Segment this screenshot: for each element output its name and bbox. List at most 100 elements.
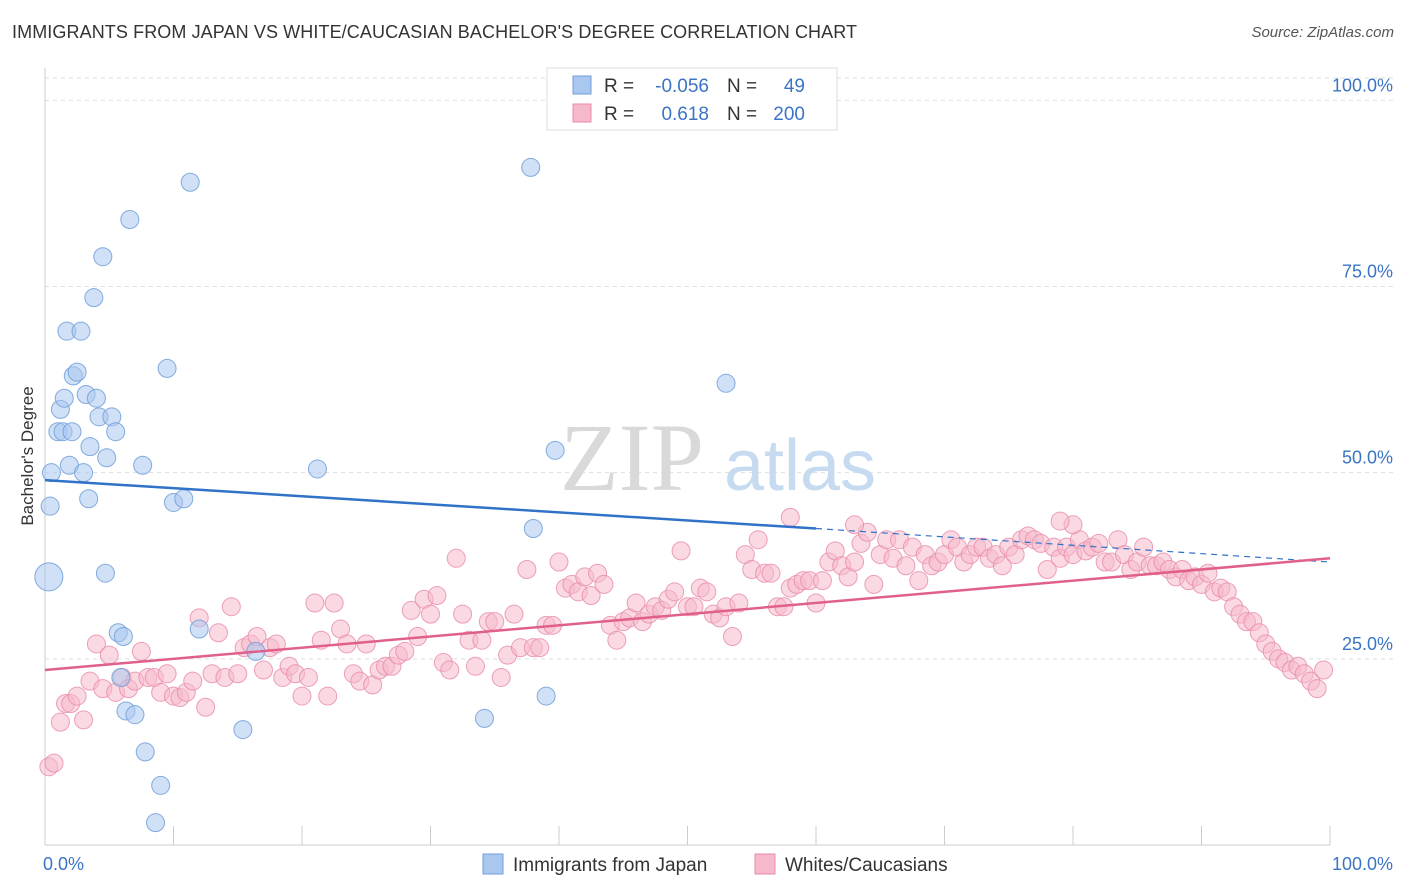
- point-whites: [305, 593, 325, 613]
- point-whites: [131, 641, 151, 661]
- point-whites: [86, 634, 106, 654]
- point-whites: [67, 686, 87, 706]
- point-japan: [120, 209, 140, 229]
- point-whites: [581, 586, 601, 606]
- point-whites: [395, 641, 415, 661]
- point-whites: [530, 638, 550, 658]
- point-japan: [146, 813, 166, 833]
- point-whites: [74, 710, 94, 730]
- point-whites: [228, 664, 248, 684]
- trend-line-whites: [44, 557, 1331, 672]
- legend-top: R = -0.056 N = 49 R = 0.618 N = 200: [546, 67, 838, 131]
- series-japan-points: [34, 157, 736, 833]
- point-whites: [992, 556, 1012, 576]
- point-whites: [864, 574, 884, 594]
- point-whites: [845, 515, 865, 535]
- y-tick-label: 50.0%: [1342, 448, 1393, 468]
- point-japan: [40, 496, 60, 516]
- point-whites: [356, 634, 376, 654]
- legend-bottom: Immigrants from Japan Whites/Caucasians: [482, 853, 948, 876]
- point-japan: [67, 362, 87, 382]
- point-whites: [722, 626, 742, 646]
- point-japan: [151, 775, 171, 795]
- y-axis-label: Bachelor's Degree: [18, 386, 37, 525]
- point-japan: [521, 157, 541, 177]
- point-japan: [97, 448, 117, 468]
- point-whites: [253, 660, 273, 680]
- point-whites: [485, 612, 505, 632]
- point-japan: [71, 321, 91, 341]
- legend-bottom-swatch-whites: [754, 853, 776, 875]
- point-japan: [54, 388, 74, 408]
- point-whites: [446, 548, 466, 568]
- legend-n-value-whites: 200: [773, 104, 805, 125]
- point-whites: [1134, 537, 1154, 557]
- point-japan: [106, 422, 126, 442]
- x-tick-label: 0.0%: [43, 854, 84, 874]
- point-whites: [221, 597, 241, 617]
- point-whites: [208, 623, 228, 643]
- point-whites: [453, 604, 473, 624]
- point-whites: [549, 552, 569, 572]
- point-whites: [697, 582, 717, 602]
- watermark-zip: ZIP: [560, 404, 704, 511]
- point-japan: [80, 437, 100, 457]
- point-whites: [157, 664, 177, 684]
- point-whites: [812, 571, 832, 591]
- legend-n-label-whites: N =: [727, 104, 757, 125]
- legend-r-value-japan: -0.056: [655, 76, 709, 97]
- point-japan: [307, 459, 327, 479]
- point-japan: [93, 247, 113, 267]
- legend-top-frame: [546, 67, 838, 131]
- x-tick-label: 100.0%: [1332, 854, 1393, 874]
- point-whites: [594, 574, 614, 594]
- point-japan: [545, 440, 565, 460]
- point-whites: [684, 597, 704, 617]
- point-japan: [523, 519, 543, 539]
- point-japan: [133, 455, 153, 475]
- point-whites: [324, 593, 344, 613]
- series-whites-points: [39, 507, 1334, 777]
- point-whites: [401, 600, 421, 620]
- watermark: ZIP atlas: [560, 404, 876, 511]
- point-japan: [84, 288, 104, 308]
- point-japan: [174, 489, 194, 509]
- point-japan: [62, 422, 82, 442]
- point-japan: [157, 358, 177, 378]
- point-japan: [536, 686, 556, 706]
- point-whites: [607, 630, 627, 650]
- point-whites: [504, 604, 524, 624]
- point-whites: [99, 645, 119, 665]
- trend-lines: [44, 478, 1331, 672]
- legend-swatch-whites: [572, 103, 592, 123]
- axis-labels: Bachelor's Degree: [18, 386, 37, 525]
- legend-swatch-japan: [572, 75, 592, 95]
- point-whites: [517, 559, 537, 579]
- point-whites: [626, 593, 646, 613]
- point-whites: [780, 507, 800, 527]
- legend-bottom-swatch-japan: [482, 853, 504, 875]
- point-whites: [1307, 679, 1327, 699]
- point-japan: [125, 705, 145, 725]
- point-japan: [474, 708, 494, 728]
- trend-line-japan-extension: [815, 527, 1331, 563]
- point-japan: [74, 463, 94, 483]
- point-whites: [292, 686, 312, 706]
- point-whites: [465, 656, 485, 676]
- trend-line-japan: [44, 478, 817, 530]
- point-whites: [183, 671, 203, 691]
- point-japan: [79, 489, 99, 509]
- point-whites: [1314, 660, 1334, 680]
- point-whites: [748, 530, 768, 550]
- chart-title: IMMIGRANTS FROM JAPAN VS WHITE/CAUCASIAN…: [12, 22, 858, 42]
- point-whites: [318, 686, 338, 706]
- point-whites: [1198, 563, 1218, 583]
- point-whites: [671, 541, 691, 561]
- point-whites: [427, 586, 447, 606]
- legend-r-value-whites: 0.618: [661, 104, 709, 125]
- y-tick-label: 25.0%: [1342, 634, 1393, 654]
- y-tick-label: 100.0%: [1332, 75, 1393, 95]
- point-japan: [86, 388, 106, 408]
